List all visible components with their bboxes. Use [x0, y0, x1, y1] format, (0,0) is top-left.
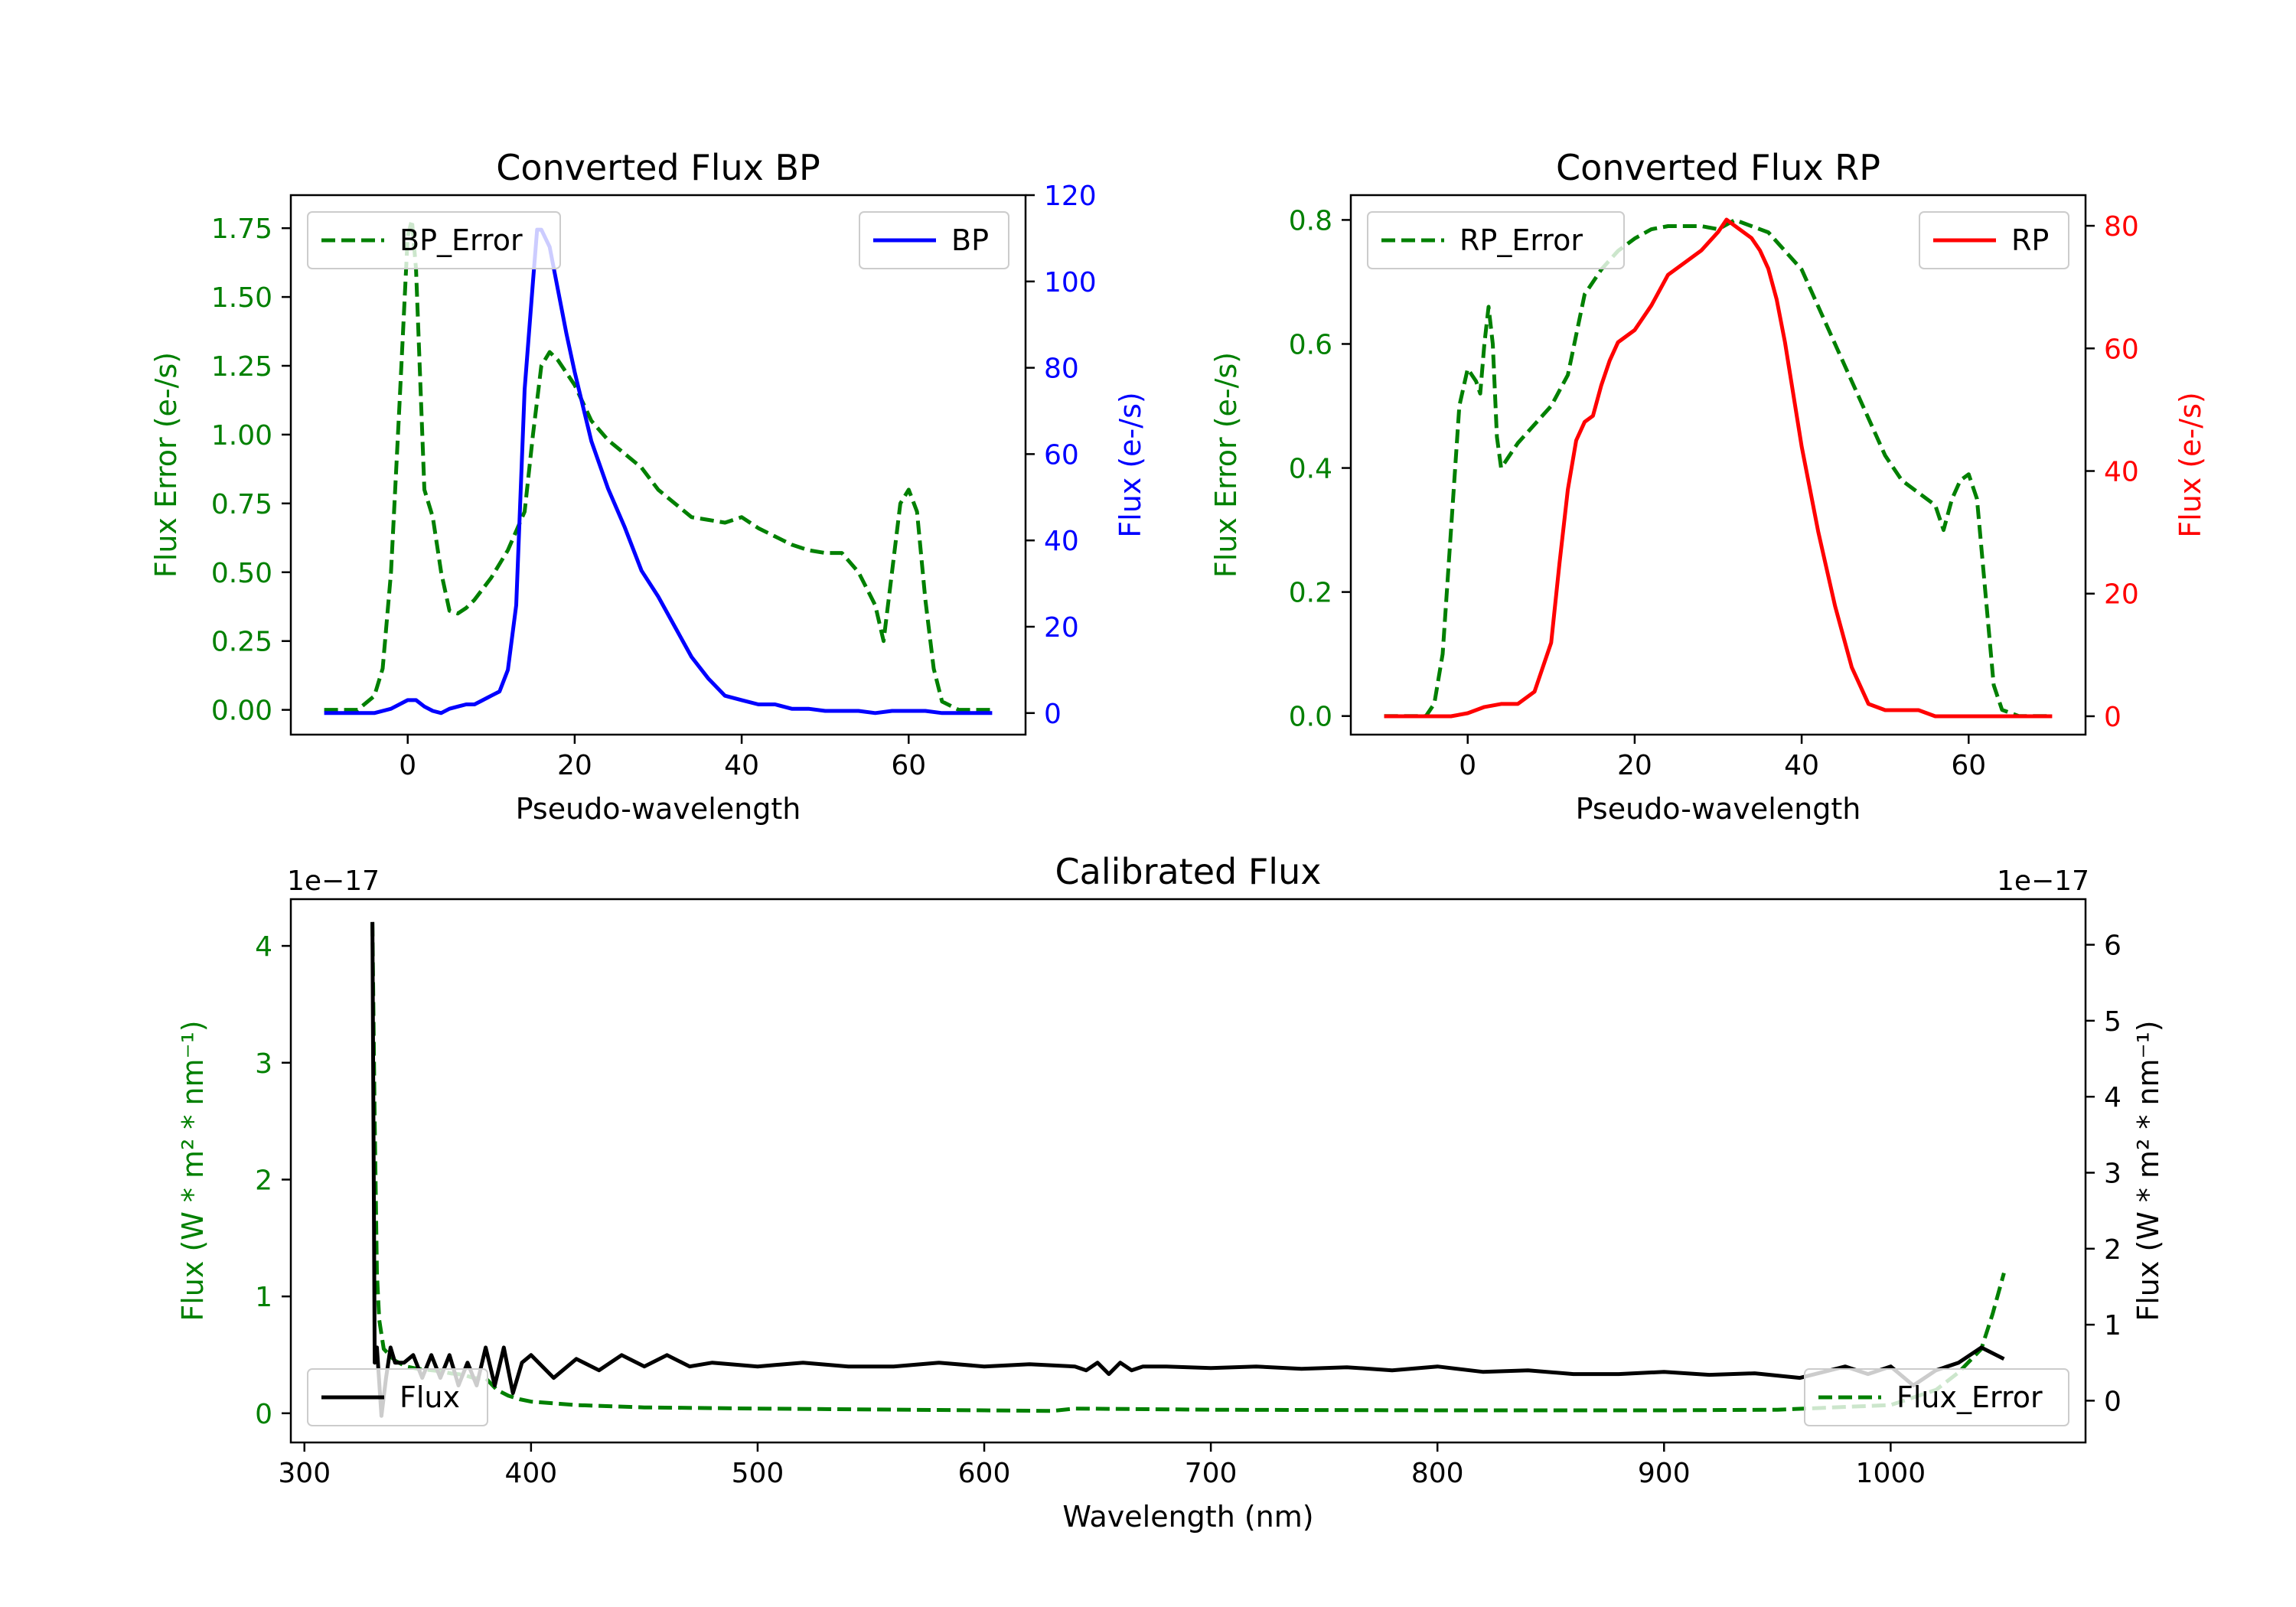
- bp-right-ytick-label: 120: [1044, 181, 1097, 212]
- rp-right-ytick-label: 80: [2104, 211, 2139, 243]
- cal-legend-flux-error: Flux_Error: [1804, 1368, 2069, 1426]
- cal-right-ylabel: Flux (W * m² * nm⁻¹): [2131, 1020, 2165, 1321]
- cal-xtick-label: 600: [958, 1458, 1011, 1489]
- rp-right-ytick-label: 0: [2104, 702, 2122, 733]
- cal-legend-label: Flux_Error: [1896, 1380, 2043, 1414]
- cal-legend-box: [1804, 1368, 2069, 1426]
- bp-xlabel: Pseudo-wavelength: [516, 792, 801, 826]
- bp-xtick-label: 0: [399, 750, 416, 781]
- bp-right-ytick-label: 40: [1044, 526, 1079, 557]
- rp-legend-rp: RP: [1919, 211, 2069, 269]
- rp-right-ytick-label: 60: [2104, 334, 2139, 365]
- cal-left-ytick-label: 0: [255, 1399, 272, 1430]
- rp-plot-frame: [1349, 194, 2087, 736]
- rp-xtick-label: 20: [1617, 750, 1652, 781]
- bp-xtick-label: 40: [724, 750, 759, 781]
- bp-xtick-label: 20: [557, 750, 592, 781]
- cal-right-ytick-label: 4: [2104, 1082, 2122, 1113]
- bp-legend-box: [307, 211, 561, 269]
- bp-left-ytick-label: 0.50: [211, 558, 272, 589]
- cal-xtick-label: 400: [504, 1458, 557, 1489]
- cal-left-ytick-label: 2: [255, 1165, 272, 1196]
- bp-right-ytick-label: 80: [1044, 354, 1079, 385]
- rp-legend-label: RP_Error: [1459, 223, 1583, 257]
- rp-xtick-label: 0: [1459, 750, 1476, 781]
- cal-title: Calibrated Flux: [1055, 851, 1322, 892]
- rp-legend-box: [1367, 211, 1625, 269]
- bp-left-ytick-label: 0.25: [211, 627, 272, 658]
- bp-legend-bp: BP: [859, 211, 1009, 269]
- bp-series-bp-error: [324, 217, 993, 712]
- cal-right-ytick-label: 5: [2104, 1006, 2122, 1038]
- cal-left-offset: 1e−17: [287, 865, 380, 897]
- cal-right-ytick-label: 2: [2104, 1234, 2122, 1266]
- bp-legend-label: BP_Error: [400, 223, 523, 257]
- cal-right-ytick-label: 0: [2104, 1386, 2122, 1417]
- cal-xtick-label: 800: [1411, 1458, 1464, 1489]
- rp-legend-label: RP: [2011, 223, 2049, 257]
- rp-legend-rp-error: RP_Error: [1367, 211, 1625, 269]
- rp-xlabel: Pseudo-wavelength: [1576, 792, 1861, 826]
- cal-plot-frame: [289, 898, 2087, 1444]
- bp-left-ytick-label: 0.00: [211, 696, 272, 727]
- rp-right-ylabel: Flux (e-/s): [2174, 392, 2207, 537]
- cal-right-offset: 1e−17: [1997, 865, 2089, 897]
- rp-left-ytick-label: 0.6: [1289, 329, 1332, 360]
- cal-xtick-label: 700: [1185, 1458, 1238, 1489]
- bp-left-ytick-label: 1.00: [211, 420, 272, 451]
- cal-xlabel: Wavelength (nm): [1062, 1500, 1313, 1534]
- cal-legend-flux: Flux: [307, 1368, 488, 1426]
- bp-series-bp: [324, 227, 993, 715]
- cal-right-ytick-label: 6: [2104, 931, 2122, 962]
- rp-series-rp-error: [1384, 217, 2053, 719]
- bp-left-ytick-label: 0.75: [211, 489, 272, 520]
- cal-chart: 300 400 500 600 700 800 900 1000 0 1 2 3 4 0 1 2 3 4 5 6 Cal…: [176, 851, 2165, 1534]
- bp-legend-label: BP: [951, 223, 989, 257]
- bp-left-ytick-label: 1.25: [211, 351, 272, 383]
- rp-right-ytick-label: 20: [2104, 579, 2139, 611]
- cal-legend-box: [307, 1368, 488, 1426]
- bp-right-ytick-label: 100: [1044, 267, 1097, 298]
- bp-xtick-label: 60: [891, 750, 926, 781]
- rp-chart: 0 20 40 60 0.0 0.2 0.4 0.6 0.8 0 20 40 60 80 Converted…: [1209, 147, 2207, 826]
- bp-right-ytick-label: 20: [1044, 612, 1079, 644]
- rp-left-ytick-label: 0.0: [1289, 702, 1332, 733]
- cal-right-ytick-label: 3: [2104, 1158, 2122, 1189]
- bp-right-ytick-label: 0: [1044, 699, 1062, 730]
- rp-left-ylabel: Flux Error (e-/s): [1209, 352, 1243, 578]
- bp-title: Converted Flux BP: [496, 147, 820, 188]
- cal-left-ytick-label: 4: [255, 931, 272, 963]
- cal-left-ytick-label: 1: [255, 1282, 272, 1313]
- bp-left-ytick-label: 1.50: [211, 282, 272, 314]
- bp-plot-frame: [289, 194, 1027, 736]
- cal-left-ylabel: Flux (W * m² * nm⁻¹): [176, 1020, 210, 1321]
- cal-xtick-label: 1000: [1856, 1458, 1926, 1489]
- rp-xtick-label: 40: [1784, 750, 1819, 781]
- rp-series-rp: [1384, 217, 2053, 719]
- cal-legend-label: Flux: [400, 1380, 460, 1414]
- cal-left-ytick-label: 3: [255, 1048, 272, 1080]
- cal-xtick-label: 300: [278, 1458, 331, 1489]
- bp-legend-bp-error: BP_Error: [307, 211, 561, 269]
- cal-xtick-label: 500: [732, 1458, 784, 1489]
- bp-chart: 0 20 40 60 0.00 0.25 0.50 0.75 1.00 1.25 1.50 1.75 0…: [149, 147, 1147, 826]
- rp-xtick-label: 60: [1951, 750, 1986, 781]
- rp-left-ytick-label: 0.2: [1289, 578, 1332, 609]
- rp-left-ytick-label: 0.8: [1289, 205, 1332, 236]
- bp-right-ylabel: Flux (e-/s): [1114, 392, 1147, 537]
- cal-right-ytick-label: 1: [2104, 1310, 2122, 1341]
- rp-title: Converted Flux RP: [1556, 147, 1880, 188]
- cal-xtick-label: 900: [1638, 1458, 1691, 1489]
- bp-left-ylabel: Flux Error (e-/s): [149, 352, 183, 578]
- bp-left-ytick-label: 1.75: [211, 214, 272, 245]
- rp-right-ytick-label: 40: [2104, 457, 2139, 488]
- bp-right-ytick-label: 60: [1044, 439, 1079, 471]
- rp-left-ytick-label: 0.4: [1289, 454, 1332, 485]
